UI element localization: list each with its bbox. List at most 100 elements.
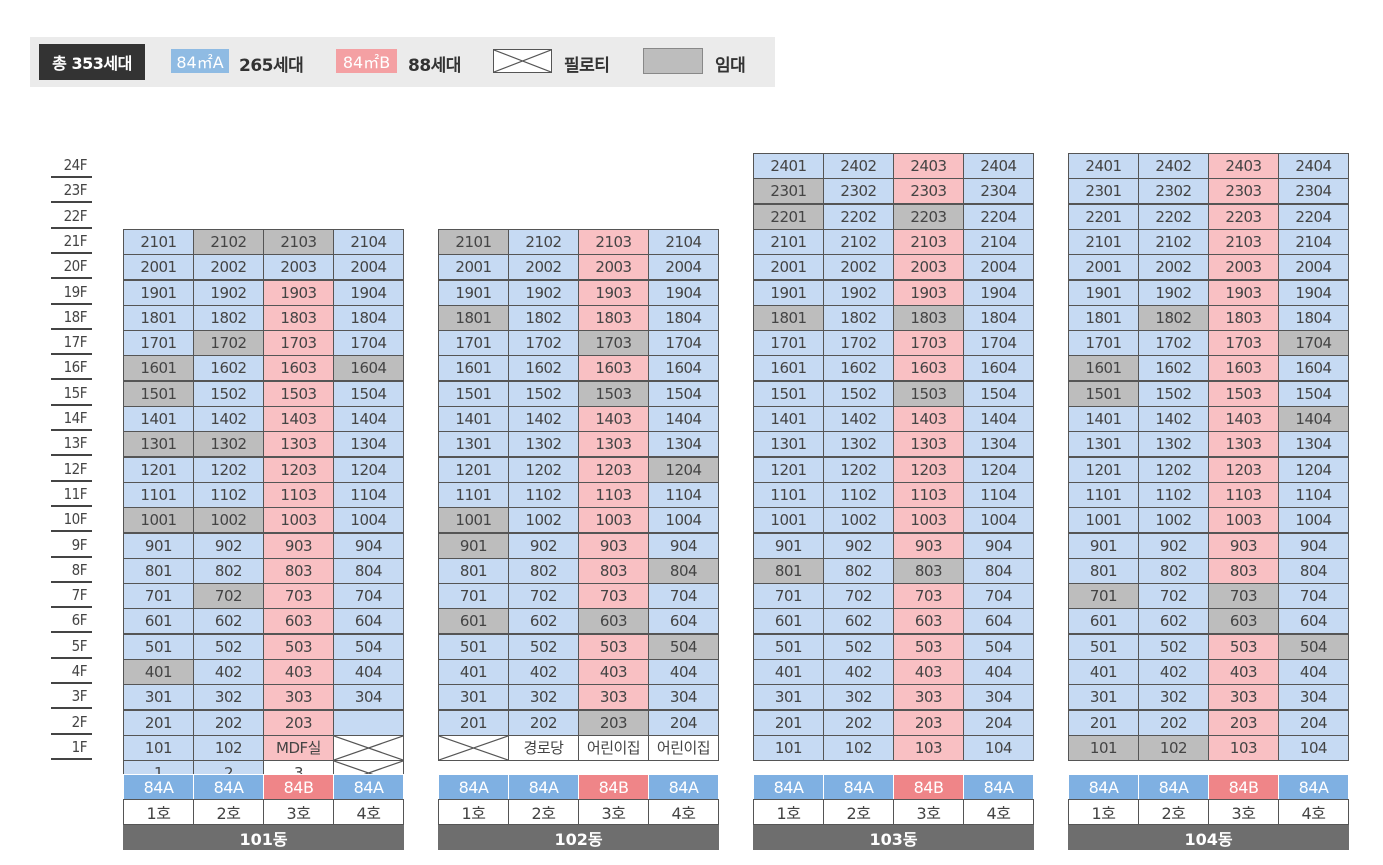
unit-cell[interactable]: 901 — [753, 532, 824, 559]
unit-cell[interactable]: 1701 — [753, 330, 824, 357]
unit-cell[interactable]: 1503 — [893, 380, 964, 407]
unit-cell[interactable]: 501 — [1068, 633, 1139, 660]
unit-cell[interactable]: 203 — [578, 709, 649, 736]
unit-cell[interactable]: 1803 — [893, 304, 964, 331]
unit-cell[interactable]: 1303 — [1208, 431, 1279, 458]
unit-cell[interactable]: 1303 — [893, 431, 964, 458]
unit-cell[interactable]: 1904 — [1278, 279, 1349, 306]
unit-cell[interactable]: 602 — [193, 608, 264, 635]
unit-cell[interactable]: 1604 — [963, 355, 1034, 382]
unit-cell[interactable]: 604 — [963, 608, 1034, 635]
unit-cell[interactable]: 904 — [1278, 532, 1349, 559]
unit-cell[interactable]: 1203 — [1208, 456, 1279, 483]
unit-cell[interactable]: 402 — [508, 659, 579, 685]
unit-cell[interactable]: 403 — [1208, 659, 1279, 685]
unit-cell[interactable]: 601 — [438, 608, 509, 635]
unit-cell[interactable]: 803 — [893, 557, 964, 584]
unit-cell[interactable]: 101 — [1068, 734, 1139, 761]
unit-cell[interactable]: 1301 — [123, 431, 194, 458]
unit-cell[interactable]: 1501 — [753, 380, 824, 407]
unit-cell[interactable]: 503 — [263, 633, 334, 660]
unit-cell[interactable]: 1702 — [508, 330, 579, 357]
unit-cell[interactable]: 1004 — [963, 507, 1034, 534]
unit-cell[interactable]: 203 — [893, 709, 964, 736]
unit-cell[interactable]: 1603 — [893, 355, 964, 382]
unit-cell[interactable]: 1201 — [1068, 456, 1139, 483]
unit-cell[interactable]: 602 — [823, 608, 894, 635]
unit-cell[interactable]: 1601 — [1068, 355, 1139, 382]
unit-cell[interactable]: 504 — [648, 633, 719, 660]
unit-cell[interactable]: 1704 — [648, 330, 719, 357]
unit-cell[interactable]: 2003 — [893, 254, 964, 281]
unit-cell[interactable]: 1103 — [263, 481, 334, 508]
unit-cell[interactable]: 503 — [578, 633, 649, 660]
unit-cell[interactable]: 1002 — [823, 507, 894, 534]
unit-cell[interactable]: 2001 — [753, 254, 824, 281]
unit-cell[interactable]: 402 — [823, 659, 894, 685]
unit-cell[interactable]: 702 — [1138, 583, 1209, 610]
unit-cell[interactable]: 1602 — [508, 355, 579, 382]
unit-cell[interactable]: 2403 — [893, 153, 964, 179]
unit-cell[interactable]: 802 — [508, 557, 579, 584]
unit-cell[interactable]: 1901 — [1068, 279, 1139, 306]
unit-cell[interactable]: 204 — [1278, 709, 1349, 736]
unit-cell[interactable]: 603 — [263, 608, 334, 635]
unit-cell[interactable]: 1804 — [648, 304, 719, 331]
unit-cell[interactable]: 2004 — [1278, 254, 1349, 281]
unit-cell[interactable]: 304 — [648, 684, 719, 711]
unit-cell[interactable]: 1404 — [1278, 406, 1349, 432]
unit-cell[interactable]: 1302 — [1138, 431, 1209, 458]
unit-cell[interactable]: 1702 — [193, 330, 264, 357]
unit-cell[interactable]: 2304 — [963, 178, 1034, 205]
unit-cell[interactable]: 1204 — [963, 456, 1034, 483]
unit-cell[interactable]: 1902 — [193, 279, 264, 306]
unit-cell[interactable]: 503 — [1208, 633, 1279, 660]
unit-cell[interactable]: 1804 — [1278, 304, 1349, 331]
unit-cell[interactable]: 1903 — [578, 279, 649, 306]
unit-cell[interactable]: 1201 — [753, 456, 824, 483]
unit-cell[interactable]: 702 — [193, 583, 264, 610]
unit-cell[interactable]: 2403 — [1208, 153, 1279, 179]
unit-cell[interactable]: 503 — [893, 633, 964, 660]
unit-cell[interactable]: 502 — [508, 633, 579, 660]
unit-cell[interactable]: 701 — [1068, 583, 1139, 610]
unit-cell[interactable]: 1001 — [123, 507, 194, 534]
unit-cell[interactable]: 2101 — [438, 228, 509, 255]
unit-cell[interactable]: 1504 — [333, 380, 404, 407]
unit-cell[interactable]: 1901 — [753, 279, 824, 306]
unit-cell[interactable]: 1702 — [823, 330, 894, 357]
unit-cell[interactable]: 302 — [193, 684, 264, 711]
unit-cell[interactable]: 1302 — [508, 431, 579, 458]
unit-cell[interactable]: 803 — [578, 557, 649, 584]
unit-cell[interactable]: 903 — [263, 532, 334, 559]
unit-cell[interactable]: 1202 — [508, 456, 579, 483]
unit-cell[interactable]: 303 — [578, 684, 649, 711]
unit-cell[interactable]: 1801 — [1068, 304, 1139, 331]
unit-cell[interactable]: 1801 — [438, 304, 509, 331]
unit-cell[interactable]: 103 — [1208, 734, 1279, 761]
unit-cell[interactable]: 1601 — [753, 355, 824, 382]
unit-cell[interactable]: 1202 — [823, 456, 894, 483]
unit-cell[interactable]: 102 — [193, 734, 264, 761]
unit-cell[interactable]: 202 — [508, 709, 579, 736]
unit-cell[interactable]: 1403 — [263, 406, 334, 432]
unit-cell[interactable]: 1802 — [1138, 304, 1209, 331]
unit-cell[interactable]: 1703 — [263, 330, 334, 357]
unit-cell[interactable]: 2302 — [823, 178, 894, 205]
unit-cell[interactable]: 202 — [193, 709, 264, 736]
unit-cell[interactable]: 2303 — [1208, 178, 1279, 205]
unit-cell[interactable]: 403 — [263, 659, 334, 685]
unit-cell[interactable]: 2301 — [753, 178, 824, 205]
unit-cell[interactable]: 1904 — [648, 279, 719, 306]
unit-cell[interactable]: 304 — [333, 684, 404, 711]
unit-cell[interactable]: 1803 — [263, 304, 334, 331]
unit-cell[interactable]: 2104 — [1278, 228, 1349, 255]
unit-cell[interactable]: 601 — [1068, 608, 1139, 635]
unit-cell[interactable]: 902 — [508, 532, 579, 559]
unit-cell[interactable]: 703 — [893, 583, 964, 610]
unit-cell[interactable]: 701 — [438, 583, 509, 610]
unit-cell[interactable]: 204 — [963, 709, 1034, 736]
unit-cell[interactable]: 1903 — [1208, 279, 1279, 306]
unit-cell[interactable]: 303 — [1208, 684, 1279, 711]
unit-cell[interactable]: 1501 — [123, 380, 194, 407]
